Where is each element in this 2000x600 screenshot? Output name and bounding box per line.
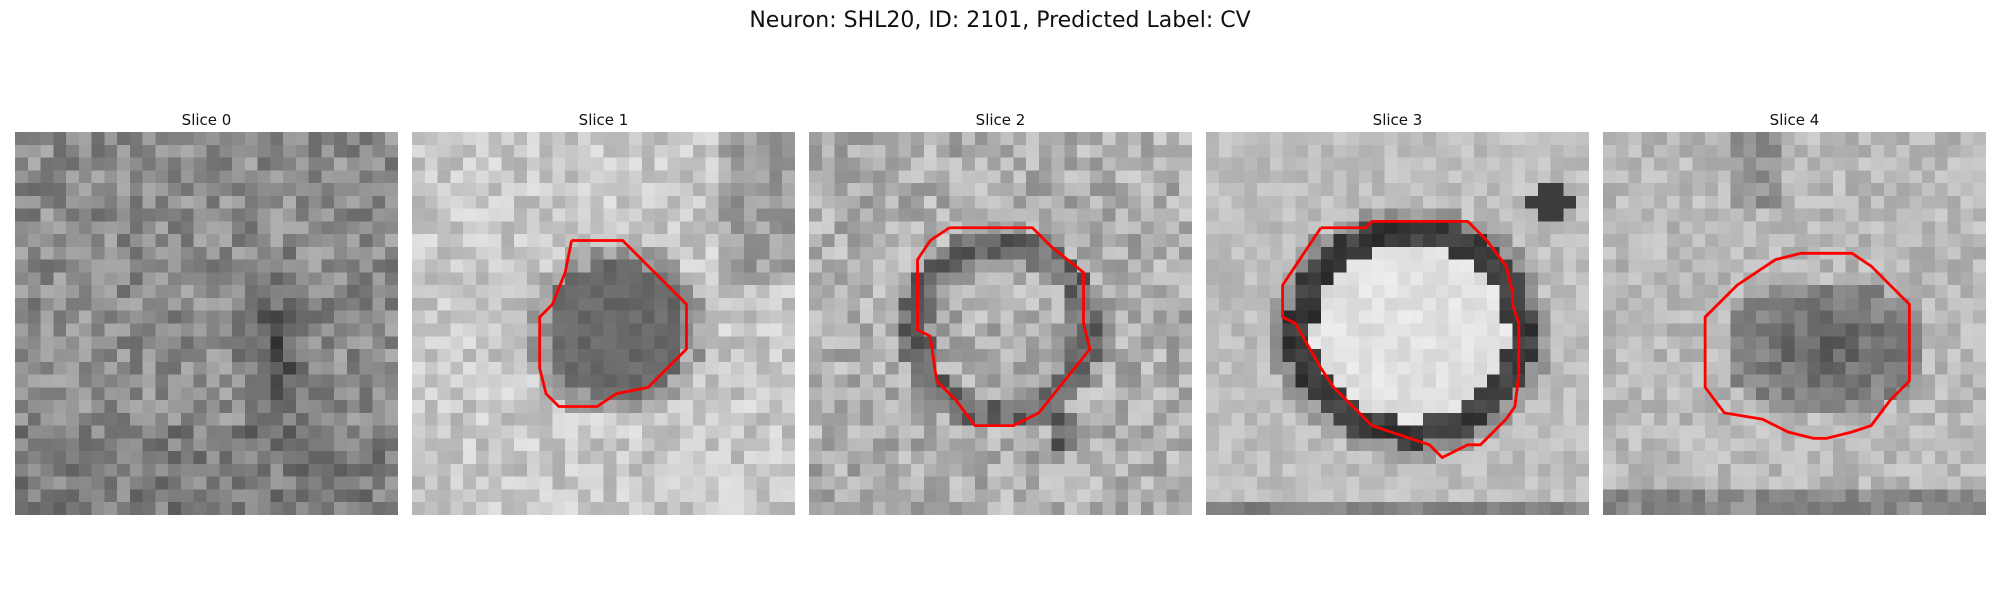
slice-title: Slice 0 [181,111,232,129]
segmentation-contour [1281,219,1521,460]
segmentation-contour [538,239,688,408]
slice-panel-0: Slice 0 [15,108,398,515]
slice-panel-1: Slice 1 [412,108,795,515]
segmentation-contour [916,226,1092,428]
figure-title: Neuron: SHL20, ID: 2101, Predicted Label… [749,8,1251,33]
slice-image [412,132,795,515]
slice-panel-2: Slice 2 [809,108,1192,515]
slice-panel-4: Slice 4 [1603,108,1986,515]
slice-panel-3: Slice 3 [1206,108,1589,515]
slice-image [1603,132,1986,515]
segmentation-contour [1703,251,1911,440]
slice-title: Slice 1 [578,111,629,129]
slice-title: Slice 4 [1769,111,1820,129]
slice-image [15,132,398,515]
slice-title: Slice 2 [975,111,1026,129]
slice-image [809,132,1192,515]
slice-image [1206,132,1589,515]
slice-title: Slice 3 [1372,111,1423,129]
